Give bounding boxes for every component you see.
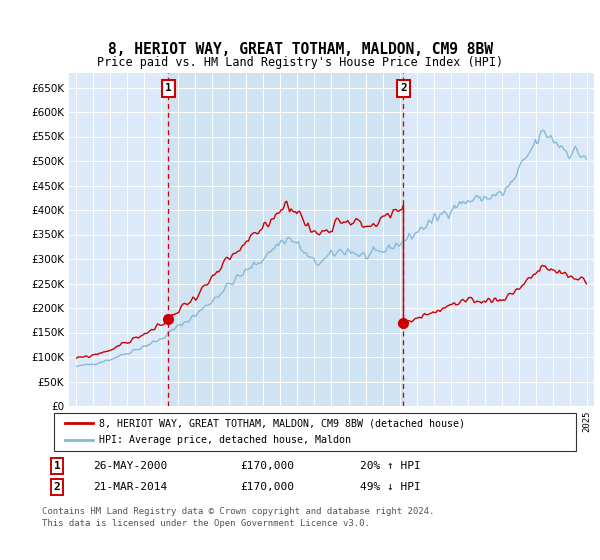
- Text: 1: 1: [164, 83, 172, 94]
- Text: 2: 2: [53, 482, 61, 492]
- Text: This data is licensed under the Open Government Licence v3.0.: This data is licensed under the Open Gov…: [42, 519, 370, 528]
- Text: 49% ↓ HPI: 49% ↓ HPI: [360, 482, 421, 492]
- Text: 1: 1: [53, 461, 61, 471]
- Text: HPI: Average price, detached house, Maldon: HPI: Average price, detached house, Mald…: [99, 435, 351, 445]
- Text: £170,000: £170,000: [240, 482, 294, 492]
- Text: 21-MAR-2014: 21-MAR-2014: [93, 482, 167, 492]
- Bar: [168, 73, 403, 406]
- Text: 8, HERIOT WAY, GREAT TOTHAM, MALDON, CM9 8BW: 8, HERIOT WAY, GREAT TOTHAM, MALDON, CM9…: [107, 42, 493, 57]
- Text: Price paid vs. HM Land Registry's House Price Index (HPI): Price paid vs. HM Land Registry's House …: [97, 56, 503, 69]
- Text: Contains HM Land Registry data © Crown copyright and database right 2024.: Contains HM Land Registry data © Crown c…: [42, 507, 434, 516]
- Text: 20% ↑ HPI: 20% ↑ HPI: [360, 461, 421, 471]
- Text: 26-MAY-2000: 26-MAY-2000: [93, 461, 167, 471]
- Text: 8, HERIOT WAY, GREAT TOTHAM, MALDON, CM9 8BW (detached house): 8, HERIOT WAY, GREAT TOTHAM, MALDON, CM9…: [99, 418, 465, 428]
- Text: £170,000: £170,000: [240, 461, 294, 471]
- Text: 2: 2: [400, 83, 407, 94]
